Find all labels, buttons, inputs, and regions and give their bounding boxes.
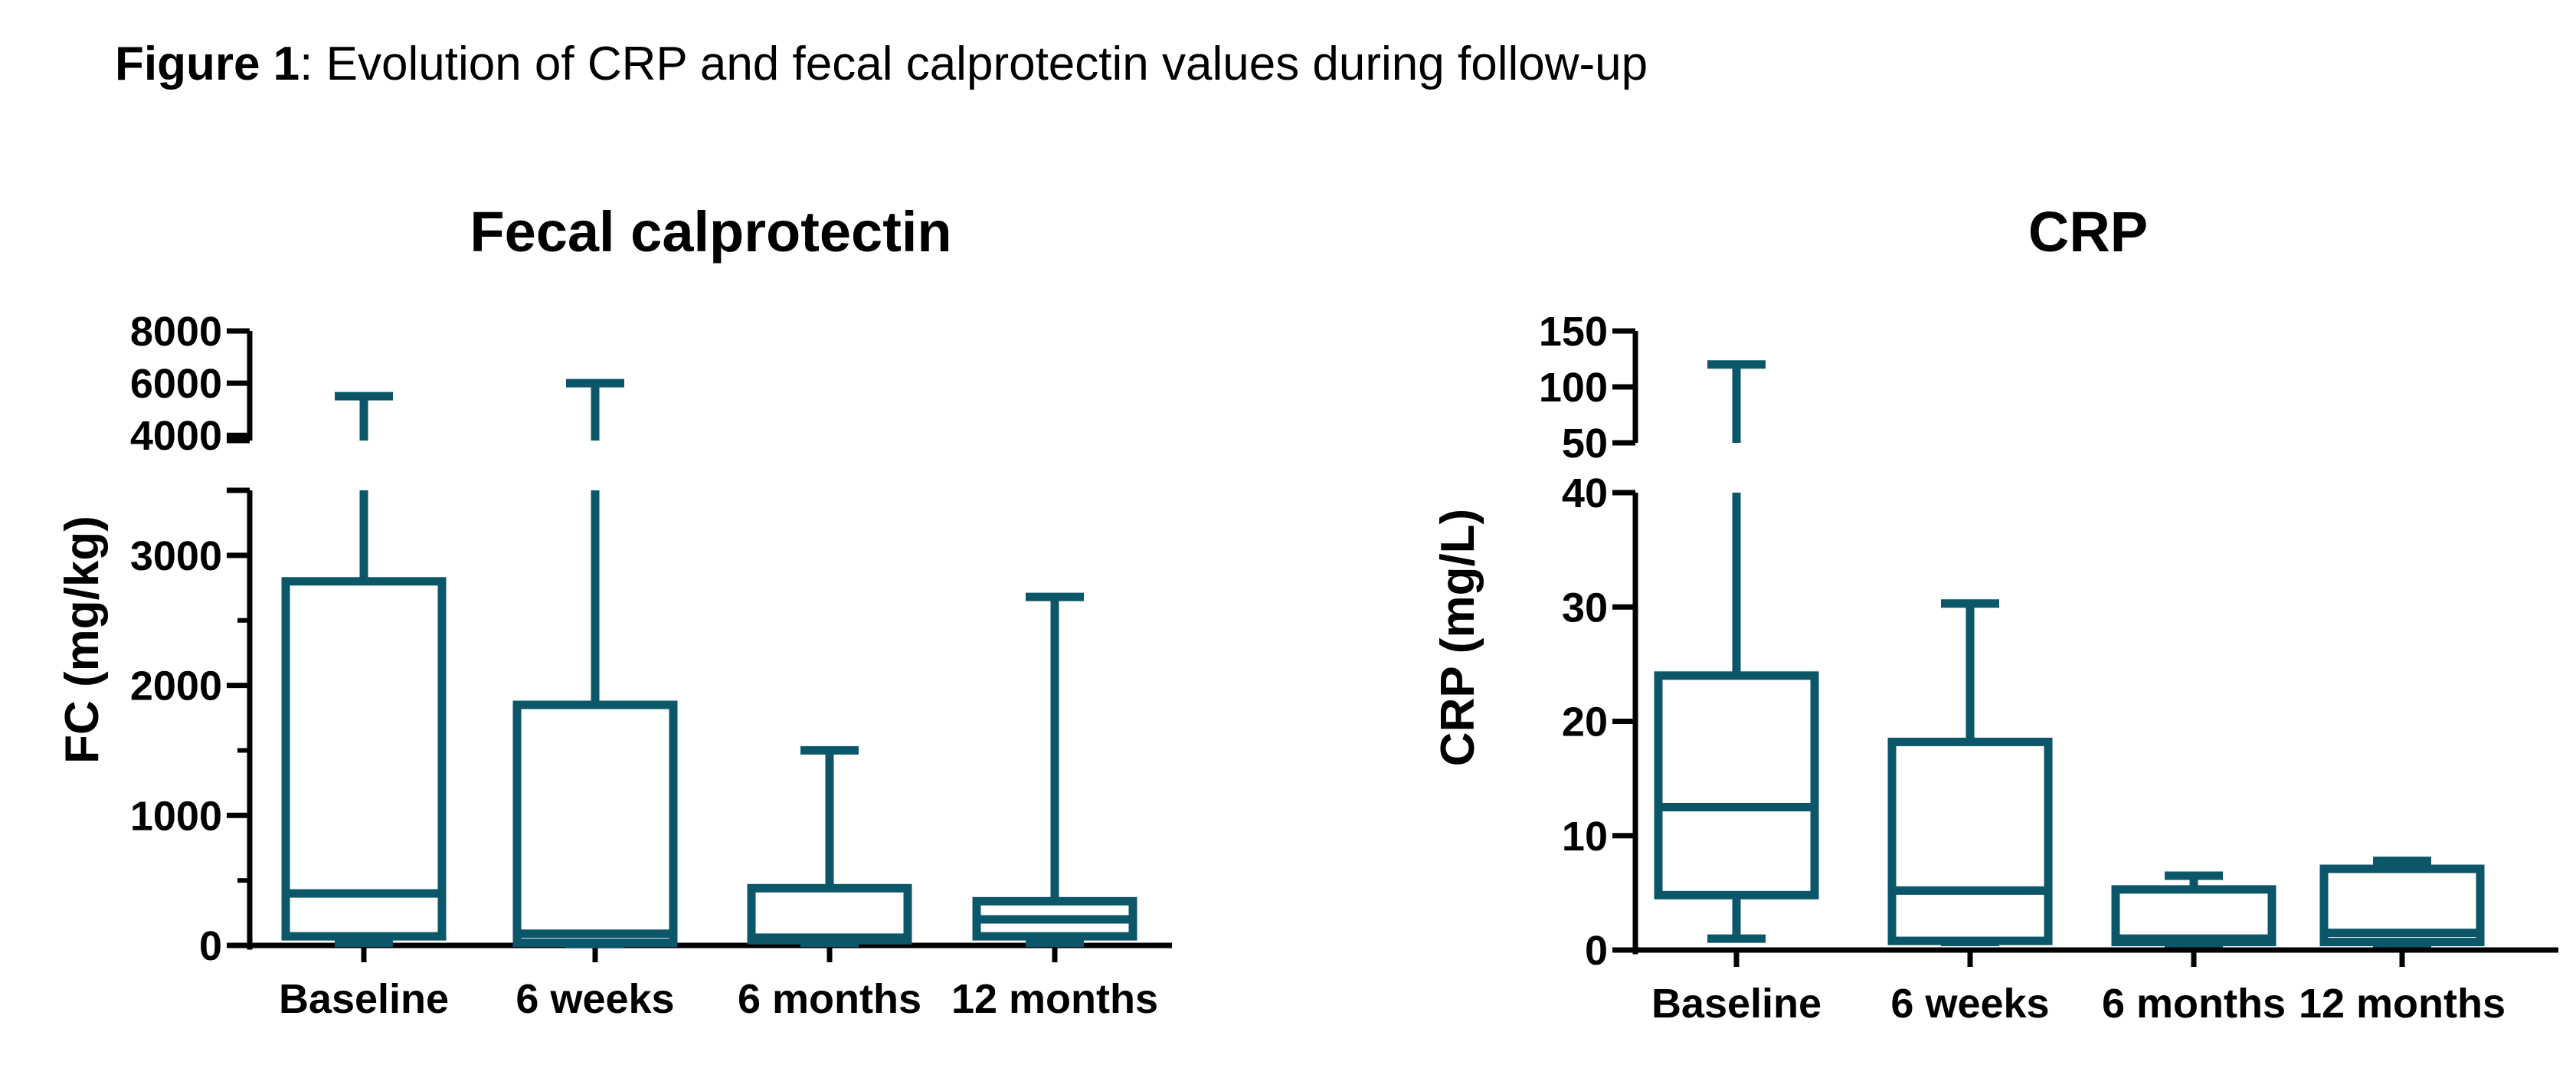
x-tick-label: 6 weeks bbox=[516, 976, 674, 1022]
y-tick-label: 0 bbox=[1585, 928, 1608, 974]
y-tick-label: 6000 bbox=[130, 361, 222, 407]
x-tick-label: 12 months bbox=[951, 976, 1158, 1022]
figure-caption: Figure 1: Evolution of CRP and fecal cal… bbox=[115, 37, 1648, 91]
y-tick-label: 20 bbox=[1562, 699, 1608, 745]
box-iqr bbox=[747, 883, 912, 945]
x-tick-label: 6 months bbox=[2102, 981, 2286, 1027]
x-tick-label: 6 weeks bbox=[1890, 981, 2049, 1027]
figure-caption-label: Figure 1 bbox=[115, 38, 300, 90]
y-tick-label: 100 bbox=[1539, 365, 1608, 411]
box-iqr bbox=[1654, 671, 1819, 899]
chart-title: CRP bbox=[2028, 200, 2148, 264]
box-iqr bbox=[512, 700, 678, 948]
x-tick-label: Baseline bbox=[279, 976, 449, 1022]
x-tick-label: 12 months bbox=[2299, 981, 2506, 1027]
x-tick-label: 6 months bbox=[738, 976, 921, 1022]
chart-title: Fecal calprotectin bbox=[470, 200, 951, 264]
x-tick-label: Baseline bbox=[1651, 981, 1822, 1027]
y-tick-label: 2000 bbox=[130, 663, 222, 709]
y-tick-label: 8000 bbox=[130, 309, 222, 355]
y-tick-label: 0 bbox=[199, 923, 222, 969]
box-iqr bbox=[2111, 885, 2277, 947]
y-axis-label: FC (mg/kg) bbox=[56, 516, 109, 764]
box-iqr bbox=[1887, 737, 2053, 945]
y-tick-label: 4000 bbox=[130, 413, 222, 459]
y-axis-label: CRP (mg/L) bbox=[1432, 509, 1484, 766]
y-tick-label: 30 bbox=[1562, 585, 1608, 631]
y-tick-label: 3000 bbox=[130, 533, 222, 579]
figure-caption-text: : Evolution of CRP and fecal calprotecti… bbox=[299, 38, 1648, 90]
y-tick-label: 40 bbox=[1562, 470, 1608, 516]
box-iqr bbox=[281, 577, 447, 941]
chart-fecal-calprotectin: Fecal calprotectin FC (mg/kg) 0 1000 2000 3… bbox=[56, 200, 1172, 1022]
y-tick-label: 50 bbox=[1562, 421, 1608, 467]
y-tick-label: 150 bbox=[1539, 309, 1608, 355]
y-tick-label: 10 bbox=[1562, 814, 1608, 860]
y-tick-label: 1000 bbox=[130, 793, 222, 839]
